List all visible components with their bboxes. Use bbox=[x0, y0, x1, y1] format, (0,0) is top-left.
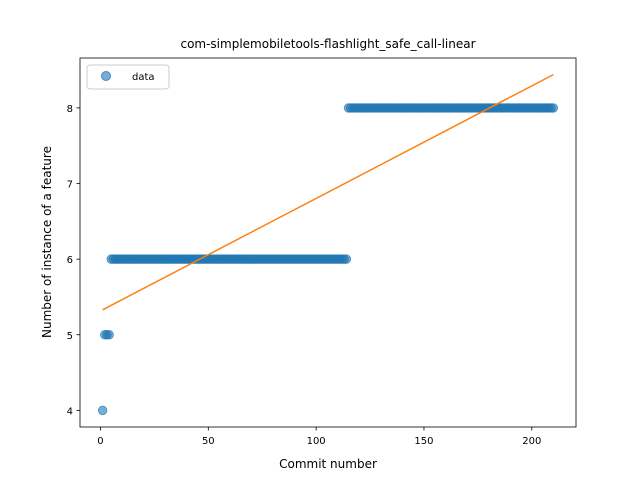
legend-frame bbox=[86, 64, 170, 90]
x-tick-label: 150 bbox=[414, 436, 433, 447]
data-point bbox=[341, 254, 352, 264]
data-point bbox=[548, 103, 559, 113]
y-tick-label: 8 bbox=[67, 104, 73, 115]
y-tick-label: 6 bbox=[67, 255, 73, 266]
data-point bbox=[97, 405, 108, 416]
y-axis-label: Number of instance of a feature bbox=[40, 146, 54, 338]
chart-title: com-simplemobiletools-flashlight_safe_ca… bbox=[180, 37, 475, 51]
x-tick-label: 100 bbox=[307, 436, 326, 447]
x-tick-label: 200 bbox=[522, 436, 541, 447]
legend: data bbox=[86, 64, 170, 90]
y-tick-label: 4 bbox=[67, 406, 73, 417]
data-point bbox=[104, 330, 114, 340]
y-tick-label: 7 bbox=[67, 180, 73, 191]
x-axis-label: Commit number bbox=[279, 457, 377, 471]
x-tick-label: 50 bbox=[202, 436, 215, 447]
plot-frame bbox=[79, 57, 577, 428]
linear-fit-line bbox=[102, 73, 554, 311]
x-tick-label: 0 bbox=[97, 436, 103, 447]
y-tick-label: 5 bbox=[67, 331, 73, 342]
legend-label-data: data bbox=[132, 72, 155, 83]
data-marks bbox=[97, 73, 559, 416]
legend-marker-data bbox=[101, 71, 111, 81]
axis-ticks: 0 50 100 150 200 4 5 6 7 8 bbox=[67, 104, 542, 447]
